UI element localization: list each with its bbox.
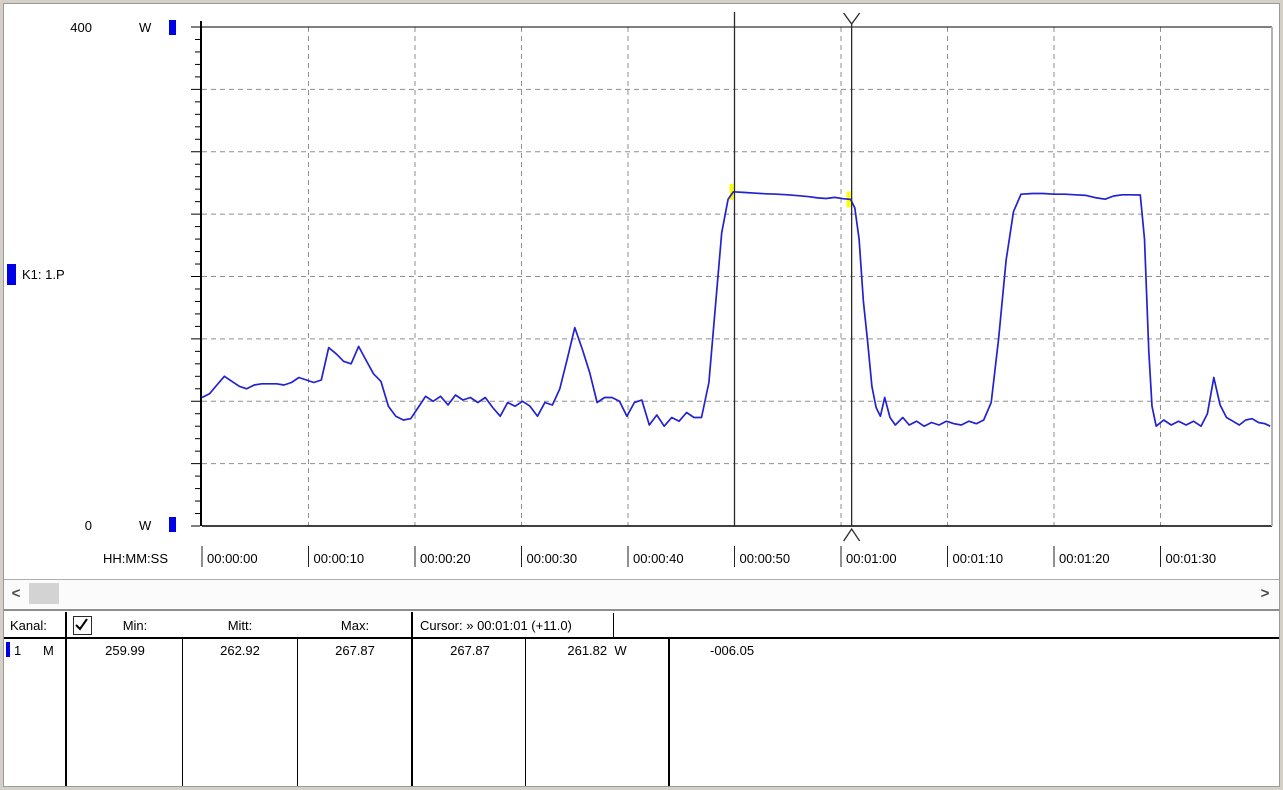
power-chart[interactable]: 00:00:00 00:00:10 00:00:20 00:00:30 00:00:40…: [0, 0, 1283, 578]
time-tick-label: 00:00:50: [740, 551, 791, 566]
time-axis-labels: 00:00:00 00:00:10 00:00:20 00:00:30 00:00:40…: [201, 546, 1217, 567]
table-top-divider: [3, 609, 1280, 611]
row-channel-marker: [6, 642, 10, 657]
time-tick-label: 00:00:10: [314, 551, 365, 566]
row-channel-number: 1: [14, 643, 22, 658]
row-diff-value: -006.05: [710, 643, 755, 658]
time-tick-label: 00:00:40: [633, 551, 684, 566]
row-mitt-value: 262.92: [220, 643, 260, 658]
header-cursor: Cursor: » 00:01:01 (+11.0): [420, 618, 572, 633]
header-mitt: Mitt:: [227, 618, 253, 633]
channel-label: K1: 1.P: [22, 267, 65, 282]
chart-region: 400 W 0 W K1: 1.P HH:MM:SS 00:00:00 00:00…: [0, 0, 1283, 578]
table-separator: [525, 639, 526, 787]
cursor-b-unit: W: [614, 643, 627, 658]
table-separator: [65, 612, 67, 787]
row-min-value: 259.99: [105, 643, 145, 658]
time-tick-label: 00:01:00: [846, 551, 897, 566]
checkmark-icon: [75, 618, 88, 631]
channel-marker: [7, 264, 16, 285]
row-cursor-a-value: 267.87: [450, 643, 490, 658]
time-tick-label: 00:01:20: [1059, 551, 1110, 566]
cursor-2-top-handle[interactable]: [843, 12, 861, 26]
y-axis-ticks: [191, 26, 200, 527]
row-max-value: 267.87: [335, 643, 375, 658]
y-axis-min-marker: [169, 517, 176, 532]
scrollbar-thumb[interactable]: [29, 583, 59, 604]
plot-border: [200, 21, 1273, 527]
y-axis-max-marker: [169, 20, 176, 35]
channel-visibility-checkbox[interactable]: [73, 616, 92, 635]
header-max: Max:: [340, 618, 370, 633]
table-header-border: [3, 637, 1280, 639]
scrollbar-left-arrow-icon[interactable]: <: [11, 585, 21, 602]
y-axis-unit-bottom: W: [139, 518, 152, 533]
table-separator: [297, 639, 298, 787]
scrollbar-right-arrow-icon[interactable]: >: [1260, 585, 1270, 602]
time-tick-label: 00:01:30: [1166, 551, 1217, 566]
table-separator: [411, 612, 413, 787]
header-min: Min:: [122, 618, 148, 633]
horizontal-scrollbar[interactable]: < >: [4, 579, 1279, 608]
table-separator: [613, 613, 614, 637]
row-mode: M: [43, 643, 54, 658]
time-tick-label: 00:00:20: [420, 551, 471, 566]
y-axis-max-label: 400: [70, 20, 92, 35]
row-cursor-b-value: 261.82 W: [526, 641, 668, 661]
gridlines: [202, 27, 1272, 526]
y-axis-min-label: 0: [84, 518, 92, 533]
table-separator: [182, 639, 183, 787]
time-tick-label: 00:00:30: [527, 551, 578, 566]
cursor-trace-highlight-1: [729, 183, 734, 200]
header-kanal: Kanal:: [10, 618, 47, 633]
x-axis-format-label: HH:MM:SS: [103, 551, 168, 566]
trace-k1: [201, 190, 1271, 428]
cursor-2-bottom-handle[interactable]: [843, 527, 861, 542]
y-axis-unit-top: W: [139, 20, 152, 35]
time-tick-label: 00:00:00: [207, 551, 258, 566]
table-separator: [668, 639, 670, 787]
time-tick-label: 00:01:10: [953, 551, 1004, 566]
cursor-b-number: 261.82: [567, 643, 608, 658]
